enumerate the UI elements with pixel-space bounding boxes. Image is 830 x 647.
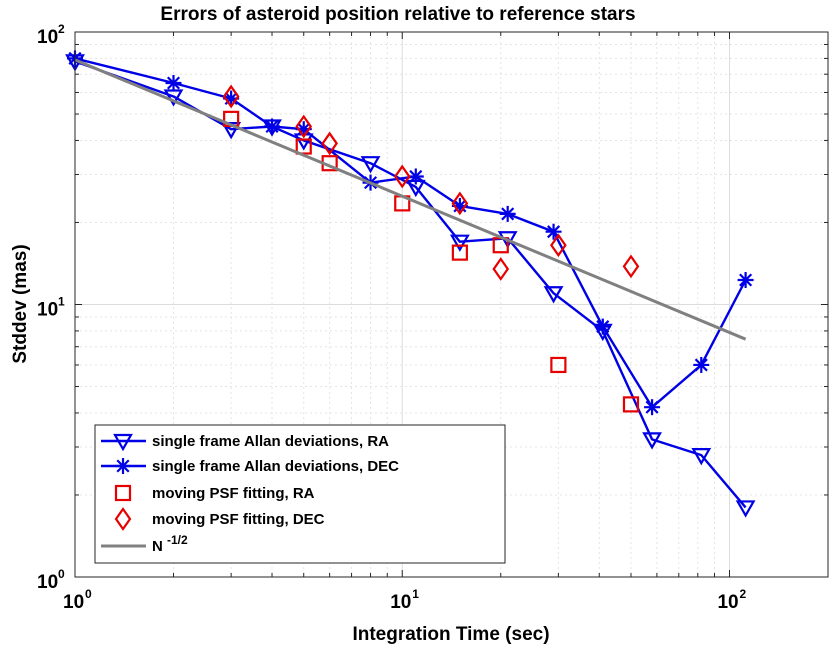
chart-title: Errors of asteroid position relative to … bbox=[160, 4, 635, 25]
x-tick-label: 10 bbox=[717, 592, 738, 613]
y-tick-exponent: 2 bbox=[58, 22, 65, 36]
square-marker bbox=[622, 396, 640, 413]
asterisk-marker bbox=[407, 168, 424, 185]
asterisk-marker bbox=[264, 118, 281, 135]
series-line bbox=[74, 58, 747, 341]
triangle-down-marker bbox=[221, 122, 242, 140]
legend-entry-3: moving PSF fitting, DEC bbox=[114, 507, 325, 531]
series-4 bbox=[74, 58, 747, 341]
series-3 bbox=[222, 84, 640, 281]
triangle-down-marker bbox=[360, 156, 381, 174]
legend-label: single frame Allan deviations, RA bbox=[152, 433, 389, 450]
asterisk-marker bbox=[499, 205, 516, 222]
y-tick-label: 10 bbox=[37, 27, 58, 48]
diamond-marker bbox=[451, 191, 469, 216]
legend-label-superscript: -1/2 bbox=[167, 533, 188, 547]
y-tick-label: 10 bbox=[37, 300, 58, 321]
legend-label: N bbox=[152, 538, 163, 555]
legend-entry-2: moving PSF fitting, RA bbox=[114, 484, 315, 502]
x-axis-label: Integration Time (sec) bbox=[352, 624, 549, 645]
legend-entry-0: single frame Allan deviations, RA bbox=[101, 433, 389, 452]
asterisk-stroke bbox=[694, 358, 708, 372]
x-tick-exponent: 1 bbox=[412, 587, 419, 601]
asterisk-marker bbox=[115, 458, 131, 474]
asterisk-marker bbox=[295, 121, 312, 138]
diamond-marker bbox=[492, 257, 510, 281]
legend-entry-4: N -1/2 bbox=[101, 533, 188, 555]
square-marker bbox=[295, 138, 312, 155]
square-marker bbox=[550, 356, 567, 374]
legend-label: moving PSF fitting, DEC bbox=[152, 511, 325, 528]
legend-box bbox=[94, 424, 506, 564]
asterisk-stroke bbox=[265, 119, 279, 134]
diamond-marker bbox=[321, 131, 338, 156]
triangle-down-marker bbox=[642, 432, 662, 450]
square-marker bbox=[114, 484, 132, 502]
triangle-down-marker bbox=[735, 500, 756, 518]
x-tick-exponent: 0 bbox=[85, 587, 92, 601]
triangle-down-marker bbox=[113, 433, 133, 452]
axis-ticks: 10 0 10 1 10 210 010 110 2 bbox=[37, 22, 829, 613]
asterisk-marker bbox=[693, 356, 710, 373]
asterisk-stroke bbox=[547, 225, 561, 239]
diamond-marker bbox=[550, 233, 567, 258]
series-line bbox=[74, 57, 747, 409]
asterisk-stroke bbox=[297, 122, 311, 136]
asterisk-stroke bbox=[645, 400, 659, 414]
x-tick-exponent: 2 bbox=[739, 587, 746, 601]
asterisk-stroke bbox=[501, 207, 515, 221]
y-tick-exponent: 1 bbox=[58, 295, 65, 309]
data-series bbox=[65, 50, 756, 518]
y-axis-label: Stddev (mas) bbox=[10, 244, 31, 363]
asterisk-marker bbox=[165, 74, 182, 91]
asterisk-stroke bbox=[596, 320, 610, 334]
triangle-down-marker bbox=[543, 286, 564, 304]
legend-label: single frame Allan deviations, DEC bbox=[152, 458, 399, 475]
diamond-marker bbox=[222, 84, 240, 109]
legend-label: moving PSF fitting, RA bbox=[152, 485, 315, 502]
asterisk-marker bbox=[644, 399, 661, 416]
asterisk-stroke bbox=[116, 459, 130, 473]
square-marker bbox=[451, 244, 468, 261]
asterisk-stroke bbox=[409, 169, 423, 184]
diamond-marker bbox=[114, 507, 132, 531]
x-tick-label: 10 bbox=[390, 592, 411, 613]
x-tick-label: 10 bbox=[63, 592, 84, 613]
triangle-down-marker bbox=[449, 234, 470, 252]
asterisk-marker bbox=[594, 318, 611, 335]
plot-frame bbox=[74, 31, 829, 578]
diamond-marker bbox=[622, 254, 640, 279]
y-tick-label: 10 bbox=[37, 572, 58, 593]
asterisk-stroke bbox=[166, 76, 181, 90]
diamond-marker bbox=[295, 114, 313, 139]
asterisk-marker bbox=[737, 272, 754, 289]
triangle-down-marker bbox=[691, 448, 712, 466]
legend-entry-1: single frame Allan deviations, DEC bbox=[101, 458, 399, 475]
y-tick-exponent: 0 bbox=[58, 567, 65, 581]
diamond-marker bbox=[393, 164, 411, 189]
legend: single frame Allan deviations, RA single … bbox=[94, 424, 506, 564]
asterisk-stroke bbox=[739, 273, 753, 287]
